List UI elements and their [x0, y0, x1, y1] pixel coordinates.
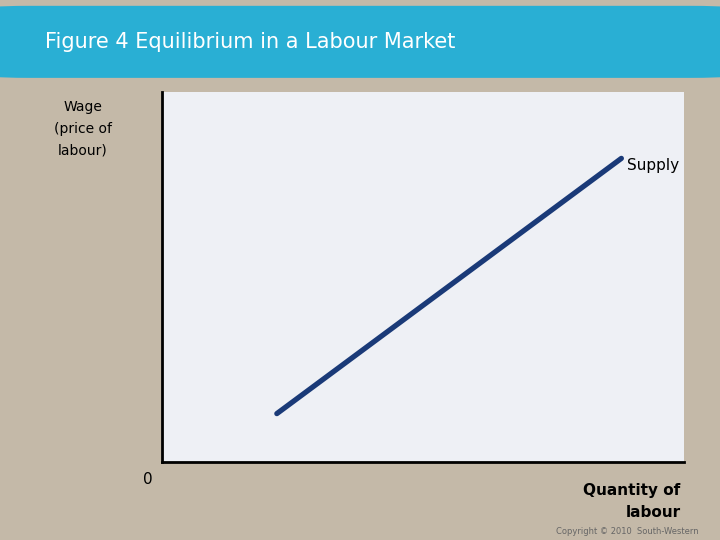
Text: labour: labour	[625, 505, 680, 520]
Text: Quantity of: Quantity of	[583, 483, 680, 498]
FancyBboxPatch shape	[0, 6, 720, 78]
Text: Copyright © 2010  South-Western: Copyright © 2010 South-Western	[556, 526, 698, 536]
Text: Wage: Wage	[63, 100, 102, 114]
Text: labour): labour)	[58, 143, 108, 157]
Text: 0: 0	[143, 472, 153, 487]
Text: Supply: Supply	[626, 158, 679, 173]
Text: (price of: (price of	[54, 122, 112, 136]
Text: Figure 4 Equilibrium in a Labour Market: Figure 4 Equilibrium in a Labour Market	[45, 32, 456, 52]
